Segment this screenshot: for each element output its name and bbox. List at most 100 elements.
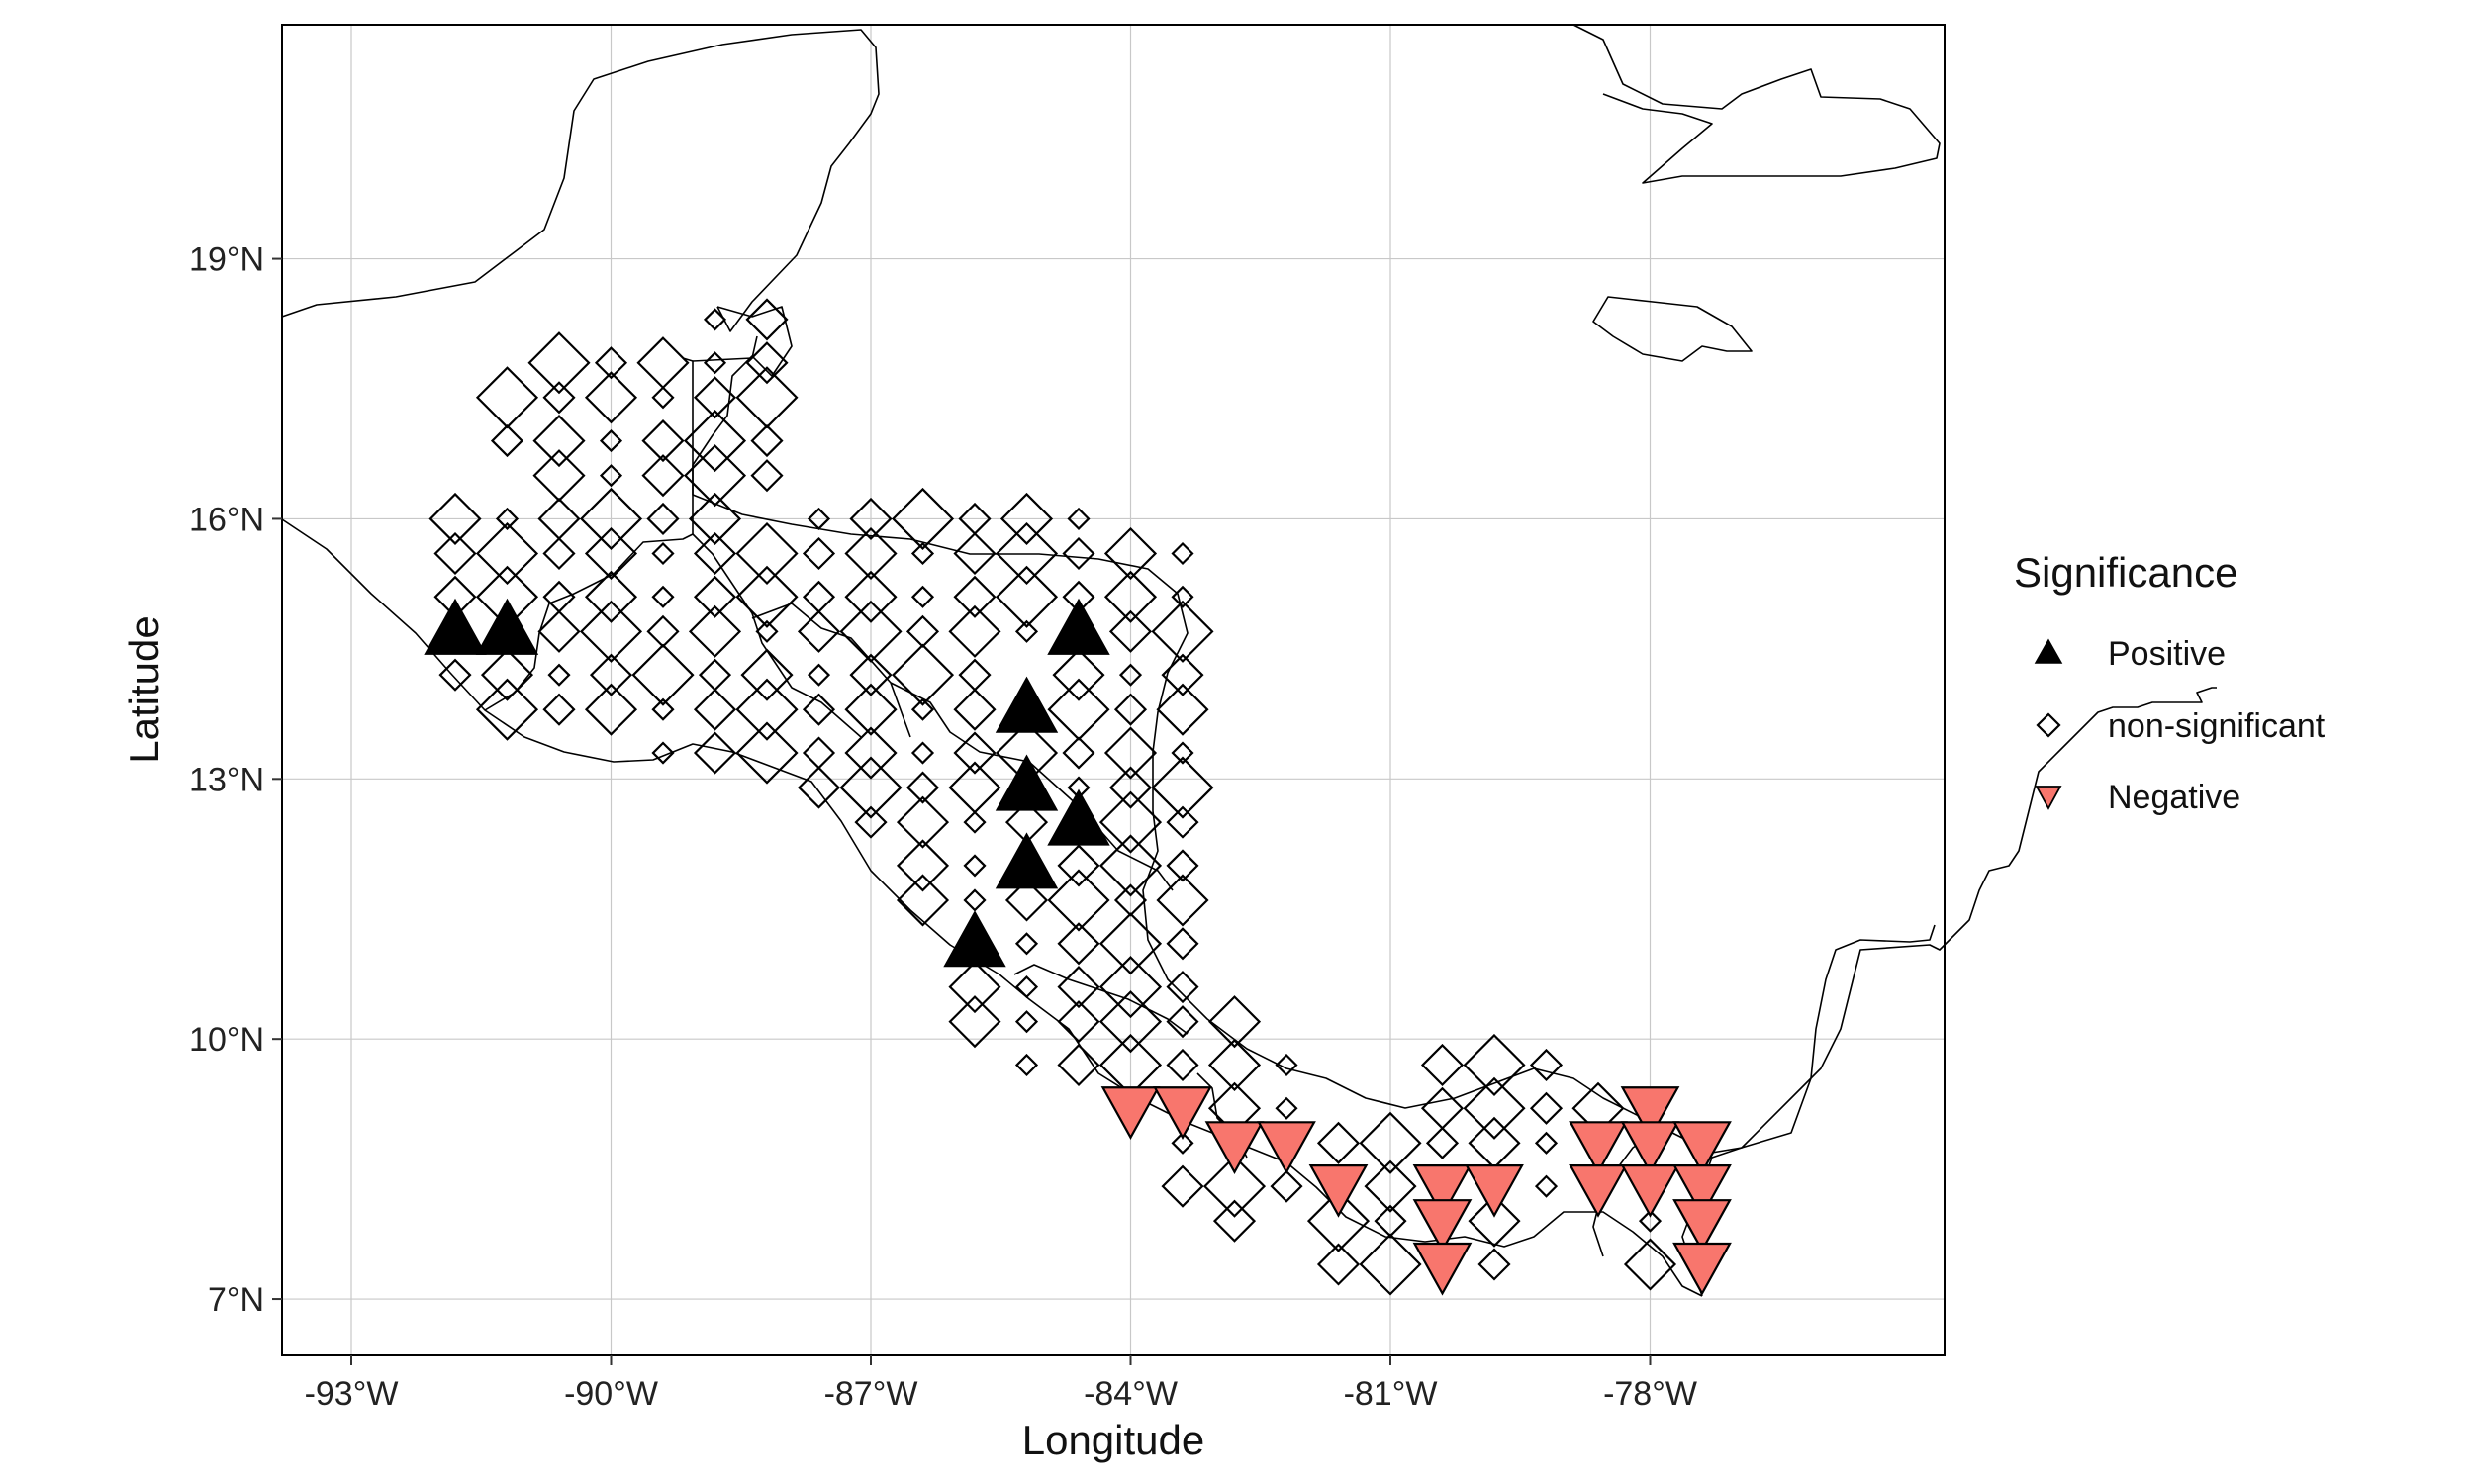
nonsignificant-marker xyxy=(475,678,539,741)
nonsignificant-marker xyxy=(953,731,997,775)
nonsignificant-marker xyxy=(844,526,898,581)
border-guatemala-honduras xyxy=(692,533,862,738)
nonsignificant-marker xyxy=(1014,975,1039,999)
negative-marker xyxy=(1204,1121,1265,1174)
nonsignificant-marker xyxy=(1638,1209,1663,1233)
nonsignificant-marker xyxy=(599,429,623,453)
nonsignificant-marker xyxy=(693,731,737,775)
nonsignificant-marker xyxy=(1004,879,1049,922)
nonsignificant-marker xyxy=(1171,585,1194,608)
nonsignificant-marker xyxy=(433,531,477,576)
negative-marker xyxy=(1672,1199,1732,1252)
nonsignificant-marker xyxy=(905,771,940,804)
nonsignificant-marker xyxy=(1166,971,1199,1004)
nonsignificant-marker xyxy=(1014,932,1039,956)
plot-panel-border xyxy=(281,24,1946,1356)
nonsignificant-marker xyxy=(807,663,831,687)
nonsignificant-marker xyxy=(1151,600,1214,663)
negative-marker xyxy=(1620,1164,1680,1218)
nonsignificant-marker xyxy=(735,521,799,586)
nonsignificant-marker xyxy=(589,653,633,696)
nonsignificant-marker xyxy=(1014,1053,1039,1077)
nonsignificant-marker xyxy=(703,351,727,375)
nonsignificant-marker xyxy=(646,502,680,536)
nonsignificant-marker xyxy=(1202,1155,1267,1218)
nonsignificant-marker xyxy=(1306,1189,1371,1252)
nonsignificant-marker xyxy=(693,376,737,419)
nonsignificant-marker xyxy=(1014,619,1039,643)
legend-key-negative xyxy=(2035,786,2062,810)
nonsignificant-marker xyxy=(636,336,690,390)
negative-marker xyxy=(1672,1164,1732,1218)
nonsignificant-marker xyxy=(1103,526,1158,581)
nonsignificant-marker xyxy=(1103,570,1158,623)
nonsignificant-marker xyxy=(1529,1048,1564,1082)
nonsignificant-marker xyxy=(735,721,799,785)
y-axis-title: Latitude xyxy=(121,615,167,763)
nonsignificant-marker xyxy=(963,810,987,834)
nonsignificant-marker xyxy=(995,521,1059,586)
nonsignificant-marker xyxy=(740,648,794,701)
nonsignificant-marker xyxy=(1098,790,1163,854)
nonsignificant-marker xyxy=(849,497,893,541)
nonsignificant-marker xyxy=(948,961,1001,1014)
nonsignificant-marker xyxy=(532,449,586,503)
y-axis-ticks: 7°N 10°N 13°N 16°N 19°N xyxy=(189,241,282,1319)
nonsignificant-marker xyxy=(537,609,581,653)
nonsignificant-marker xyxy=(579,600,643,663)
nonsignificant-marker xyxy=(750,424,784,458)
nonsignificant-marker xyxy=(1468,1116,1521,1169)
positive-marker xyxy=(1047,598,1110,655)
nonsignificant-marker xyxy=(438,658,472,692)
nonsignificant-marker xyxy=(1098,956,1163,1019)
nonsignificant-marker xyxy=(896,795,950,849)
nonsignificant-marker xyxy=(1171,541,1194,566)
nonsignificant-marker xyxy=(1052,648,1105,701)
nonsignificant-marker xyxy=(693,575,737,618)
nonsignificant-marker xyxy=(584,683,638,736)
nonsignificant-marker xyxy=(1420,1086,1465,1130)
nonsignificant-marker xyxy=(1316,1121,1361,1164)
nonsignificant-marker xyxy=(688,492,742,546)
nonsignificant-marker xyxy=(797,766,841,809)
nonsignificant-marker xyxy=(905,614,940,648)
negative-marker xyxy=(1412,1242,1473,1296)
nonsignificant-marker xyxy=(1098,990,1163,1054)
nonsignificant-marker xyxy=(698,658,732,692)
negative-marker xyxy=(1620,1121,1680,1174)
nonsignificant-marker xyxy=(693,531,737,576)
x-tick-label: -81°W xyxy=(1344,1375,1438,1413)
nonsignificant-marker xyxy=(646,614,680,648)
nonsignificant-marker xyxy=(1156,874,1209,927)
nonsignificant-marker xyxy=(1534,1131,1559,1155)
nonsignificant-marker xyxy=(948,995,1001,1049)
nonsignificant-marker xyxy=(579,487,643,551)
nonsignificant-marker xyxy=(963,888,987,912)
nonsignificant-marker xyxy=(910,697,935,721)
nonsignificant-marker xyxy=(750,459,784,493)
nonsignificant-marker xyxy=(1477,1248,1511,1281)
nonsignificant-marker xyxy=(953,688,997,731)
nonsignificant-marker xyxy=(490,424,524,458)
x-tick-label: -78°W xyxy=(1603,1375,1697,1413)
nonsignificant-marker xyxy=(584,570,638,623)
nonsignificant-marker xyxy=(1534,1174,1559,1198)
nonsignificant-marker xyxy=(1171,741,1194,765)
nonsignificant-marker xyxy=(948,604,1001,658)
negative-marker xyxy=(1257,1121,1316,1174)
nonsignificant-marker xyxy=(839,600,903,663)
nonsignificant-marker xyxy=(1156,683,1209,736)
nonsignificant-marker xyxy=(807,507,831,531)
nonsignificant-marker xyxy=(651,541,675,566)
positive-marker xyxy=(1047,788,1110,846)
nonsignificant-marker xyxy=(1623,1238,1677,1291)
nonsignificant-marker xyxy=(1067,507,1091,531)
negative-marker xyxy=(1569,1121,1628,1174)
nonsignificant-marker xyxy=(1166,849,1199,882)
y-tick-label: 19°N xyxy=(189,241,264,279)
nonsignificant-marker xyxy=(1207,995,1262,1049)
positive-marker xyxy=(995,832,1059,889)
y-tick-label: 13°N xyxy=(189,761,264,798)
legend-key-nonsignificant xyxy=(2036,712,2061,738)
nonsignificant-marker xyxy=(1529,1091,1564,1125)
